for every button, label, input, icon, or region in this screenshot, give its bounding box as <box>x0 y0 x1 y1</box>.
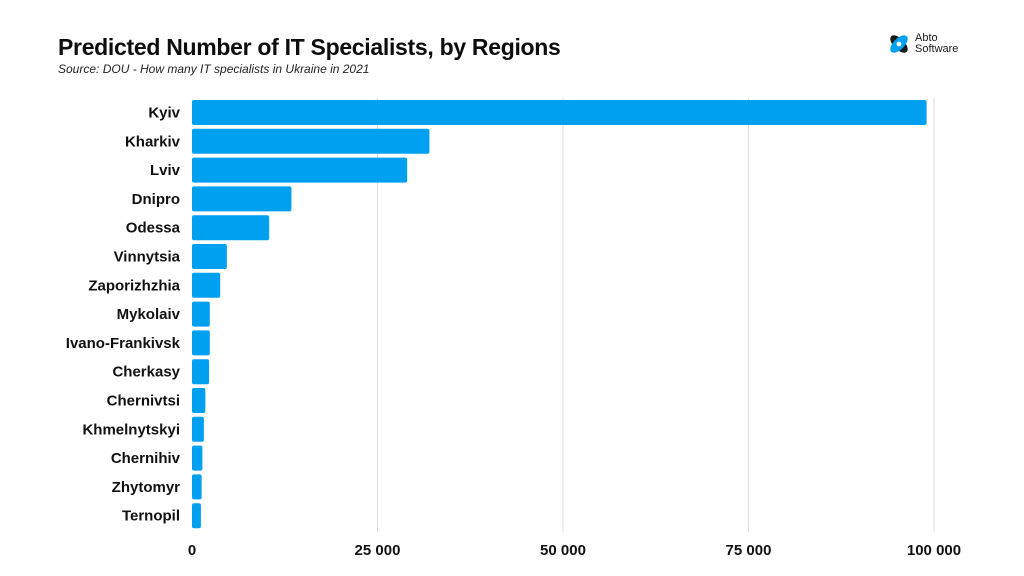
bar-kyiv <box>192 100 927 125</box>
abto-logo-icon <box>890 35 908 53</box>
category-labels: Kyiv Kharkiv Lviv Dnipro Odessa Vinnytsia Zapo… <box>66 105 181 525</box>
category-label: Chernivtsi <box>107 393 180 410</box>
category-label: Cherkasy <box>112 364 180 381</box>
category-label: Mykolaiv <box>117 306 181 323</box>
category-label: Ivano-Frankivsk <box>66 335 181 352</box>
x-tick-label: 0 <box>188 542 196 559</box>
category-label: Zhytomyr <box>112 479 181 496</box>
bar-vinnytsia <box>192 244 227 269</box>
bar-kharkiv <box>192 128 430 154</box>
bars <box>192 100 927 529</box>
x-tick-label: 75 000 <box>726 542 772 559</box>
category-label: Vinnytsia <box>114 249 181 266</box>
category-label: Lviv <box>150 162 181 179</box>
bar-chernivtsi <box>192 388 206 413</box>
logo-line2: Software <box>915 43 959 55</box>
category-label: Dnipro <box>132 191 180 208</box>
category-label: Kyiv <box>148 105 180 122</box>
chart-subtitle: Source: DOU - How many IT specialists in… <box>58 62 370 76</box>
bar-zaporizhzhia <box>192 272 221 298</box>
bar-ivano-frankivsk <box>192 330 210 356</box>
bar-khmelnytskyi <box>192 416 204 442</box>
category-label: Zaporizhzhia <box>88 277 180 294</box>
chart-title: Predicted Number of IT Specialists, by R… <box>58 34 561 60</box>
grid-lines <box>377 98 935 532</box>
bar-ternopil <box>192 503 201 529</box>
bar-zhytomyr <box>192 474 202 500</box>
chart-header: Predicted Number of IT Specialists, by R… <box>58 33 561 76</box>
logo-wordmark: Abto Software <box>915 33 958 55</box>
bar-odessa <box>192 215 270 241</box>
category-label: Khmelnytskyi <box>82 421 180 438</box>
bar-mykolaiv <box>192 301 210 327</box>
logo-line1: Abto <box>915 32 938 44</box>
x-tick-label: 50 000 <box>540 542 586 559</box>
category-label: Ternopil <box>122 508 180 525</box>
bar-cherkasy <box>192 359 210 385</box>
x-tick-label: 100 000 <box>907 542 961 559</box>
x-tick-label: 25 000 <box>355 542 401 559</box>
bar-dnipro <box>192 186 292 212</box>
bar-chernihiv <box>192 445 203 471</box>
bar-lviv <box>192 157 408 183</box>
x-axis-ticks: 0 25 000 50 000 75 000 100 000 <box>188 542 961 559</box>
category-label: Odessa <box>126 220 181 237</box>
category-label: Kharkiv <box>125 133 181 150</box>
abto-logo: Abto Software <box>886 31 976 57</box>
category-label: Chernihiv <box>111 450 181 467</box>
